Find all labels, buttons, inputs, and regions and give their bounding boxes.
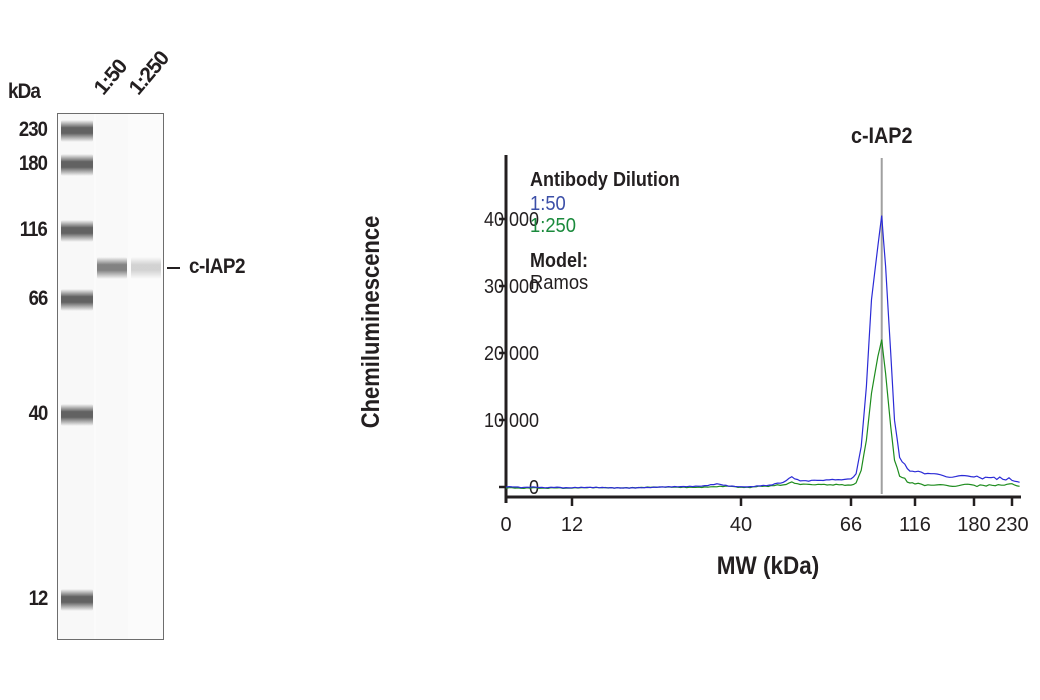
ladder-band (61, 220, 93, 242)
x-axis-label: MW (kDa) (717, 552, 819, 580)
legend-model-title: Model: (530, 250, 588, 272)
target-band (97, 257, 127, 279)
gel-unit-label: kDa (8, 80, 41, 103)
mw-marker-label: 230 (18, 118, 48, 141)
mw-marker-label: 12 (28, 587, 48, 610)
lane-1-50 (96, 114, 128, 639)
ladder-band (61, 154, 93, 176)
x-tick-label: 0 (500, 514, 511, 536)
y-tick-label: 30,000 (484, 276, 539, 298)
x-tick-label: 66 (840, 514, 862, 536)
ladder-band (61, 589, 93, 611)
gel-image (57, 113, 164, 640)
x-tick-label: 180 (957, 514, 990, 536)
legend-entry: 1:250 (530, 215, 576, 237)
chart-title: c-IAP2 (851, 124, 913, 148)
mw-marker-label: 40 (28, 402, 48, 425)
x-tick-label: 230 (995, 514, 1028, 536)
series-line-1-250 (505, 339, 1020, 490)
y-tick-label: 40,000 (484, 209, 539, 231)
ladder-band (61, 120, 93, 142)
mw-marker-label: 116 (19, 218, 48, 241)
mw-marker-label: 66 (28, 287, 48, 310)
y-tick-label: 20,000 (484, 343, 539, 365)
ladder-band (61, 289, 93, 311)
x-tick-label: 116 (899, 514, 931, 536)
mw-marker-label: 180 (18, 152, 48, 175)
legend-entry: 1:50 (530, 193, 566, 215)
series-line-1-50 (505, 215, 1020, 489)
x-tick-label: 12 (561, 514, 583, 536)
legend-model-value: Ramos (530, 272, 588, 294)
ladder-lane (60, 114, 94, 639)
legend-title: Antibody Dilution (530, 169, 680, 191)
x-tick-label: 40 (730, 514, 752, 536)
y-tick-label: 10,000 (484, 410, 539, 432)
y-axis-label: Chemiluminescence (357, 216, 385, 429)
target-label: c-IAP2 (189, 255, 246, 278)
target-label-dash (167, 267, 180, 269)
lane-1-250 (130, 114, 163, 639)
target-band (131, 257, 161, 279)
ladder-band (61, 404, 93, 426)
